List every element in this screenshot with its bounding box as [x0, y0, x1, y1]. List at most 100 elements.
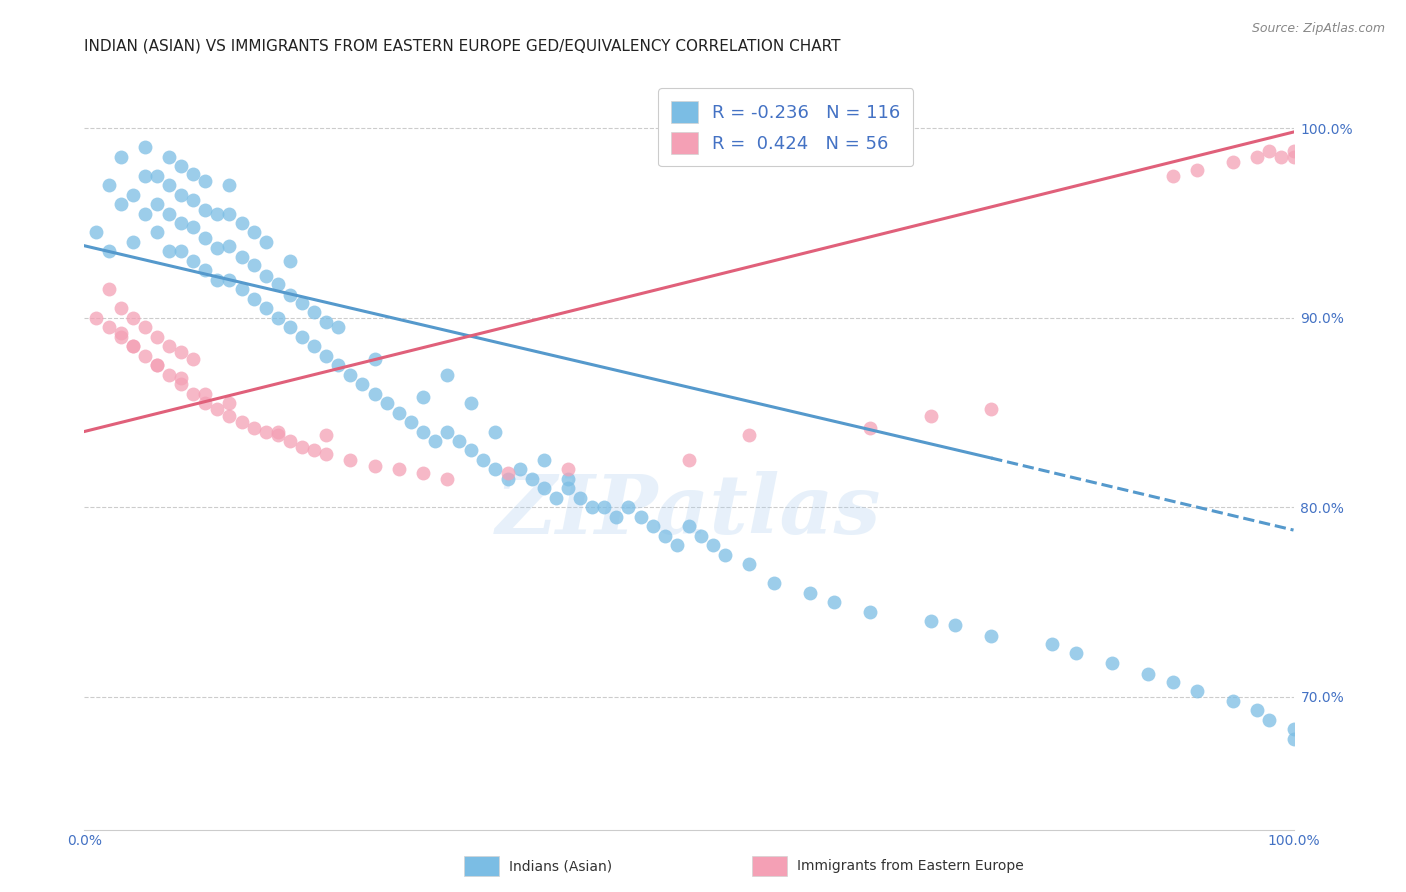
Point	[170, 377, 193, 392]
Point	[412, 425, 434, 439]
Point	[339, 368, 361, 382]
Point	[86, 226, 108, 240]
Point	[1222, 694, 1244, 708]
Point	[533, 481, 555, 495]
Point	[678, 453, 700, 467]
Point	[641, 519, 664, 533]
Point	[194, 386, 217, 401]
Point	[412, 391, 434, 405]
Point	[436, 368, 458, 382]
Point	[678, 519, 700, 533]
Point	[242, 226, 264, 240]
Point	[110, 326, 132, 340]
Point	[121, 339, 143, 353]
Point	[859, 420, 882, 434]
Point	[920, 409, 942, 424]
Point	[254, 235, 277, 249]
Point	[218, 273, 240, 287]
Point	[315, 428, 337, 442]
Text: Indians (Asian): Indians (Asian)	[509, 859, 612, 873]
Point	[254, 268, 277, 283]
Point	[1258, 713, 1281, 727]
Point	[134, 206, 156, 220]
Point	[1040, 637, 1063, 651]
Point	[278, 288, 301, 302]
Point	[1258, 144, 1281, 158]
Point	[1246, 150, 1268, 164]
Point	[823, 595, 845, 609]
Point	[207, 206, 229, 220]
Point	[97, 178, 120, 192]
Point	[291, 295, 314, 310]
Point	[315, 314, 337, 328]
Point	[110, 301, 132, 316]
Point	[231, 216, 253, 230]
Point	[436, 472, 458, 486]
Point	[630, 509, 652, 524]
Point	[557, 472, 579, 486]
Text: ZIPatlas: ZIPatlas	[496, 471, 882, 551]
Point	[738, 428, 761, 442]
Point	[231, 282, 253, 296]
Point	[254, 301, 277, 316]
Point	[423, 434, 446, 448]
Point	[110, 150, 132, 164]
Point	[520, 472, 543, 486]
Point	[352, 377, 374, 392]
Point	[242, 420, 264, 434]
Point	[315, 349, 337, 363]
Point	[170, 344, 193, 359]
Point	[1185, 162, 1208, 177]
Point	[157, 206, 180, 220]
Point	[399, 415, 422, 429]
Point	[460, 396, 482, 410]
Point	[363, 458, 385, 473]
Point	[762, 576, 785, 591]
Point	[181, 193, 204, 207]
Point	[388, 462, 411, 476]
Point	[1282, 144, 1305, 158]
Point	[146, 197, 169, 211]
Point	[146, 358, 169, 372]
Point	[943, 617, 966, 632]
Point	[194, 396, 217, 410]
Point	[375, 396, 398, 410]
Point	[134, 140, 156, 154]
Point	[1282, 150, 1305, 164]
Point	[1161, 169, 1184, 183]
Point	[254, 425, 277, 439]
Point	[97, 282, 120, 296]
Point	[328, 358, 350, 372]
Point	[544, 491, 567, 505]
Point	[278, 253, 301, 268]
Point	[980, 629, 1002, 643]
Point	[557, 481, 579, 495]
Point	[218, 396, 240, 410]
Point	[97, 320, 120, 334]
Point	[207, 273, 229, 287]
Point	[231, 250, 253, 264]
Point	[207, 241, 229, 255]
Point	[170, 187, 193, 202]
Point	[1246, 703, 1268, 717]
Point	[1101, 656, 1123, 670]
Point	[97, 244, 120, 259]
Point	[146, 169, 169, 183]
Point	[267, 425, 290, 439]
Text: Source: ZipAtlas.com: Source: ZipAtlas.com	[1251, 22, 1385, 36]
Point	[157, 244, 180, 259]
Point	[157, 339, 180, 353]
Point	[121, 339, 143, 353]
Point	[557, 462, 579, 476]
Point	[278, 320, 301, 334]
Point	[581, 500, 603, 515]
Point	[146, 226, 169, 240]
Point	[484, 462, 506, 476]
Point	[980, 401, 1002, 416]
Point	[134, 169, 156, 183]
Point	[1137, 667, 1160, 681]
Point	[339, 453, 361, 467]
Point	[157, 368, 180, 382]
Point	[267, 428, 290, 442]
Point	[218, 409, 240, 424]
